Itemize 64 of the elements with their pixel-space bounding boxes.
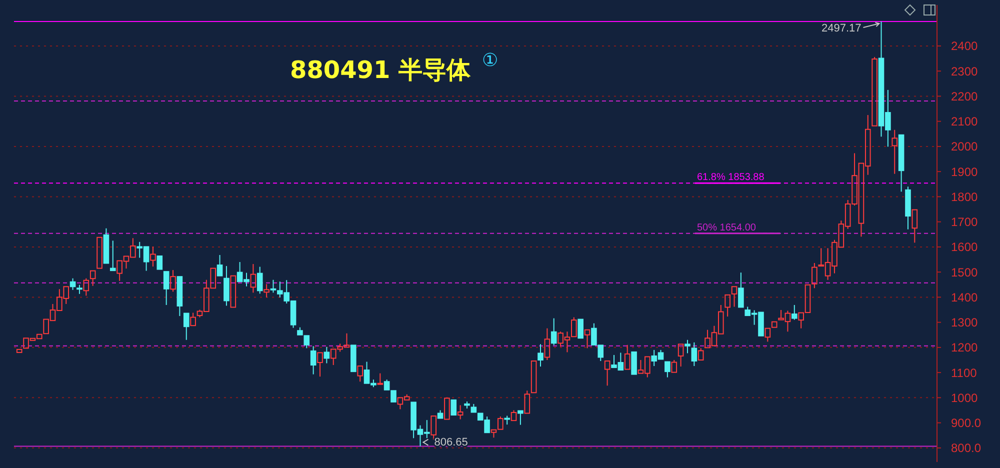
y-tick-label: 1000 (951, 390, 978, 405)
candlestick (578, 318, 584, 339)
candlestick (905, 186, 911, 230)
y-tick-label: 2400 (951, 39, 978, 54)
y-tick-label: 1200 (951, 340, 978, 355)
candlestick (216, 254, 223, 276)
candlestick (538, 344, 544, 368)
candlestick (230, 275, 236, 308)
candlestick (892, 129, 898, 174)
candlestick (16, 348, 22, 353)
y-tick-label: 2100 (951, 114, 978, 129)
candlestick (631, 351, 637, 375)
y-tick-label: 800.0 (951, 441, 982, 456)
candlestick (624, 344, 630, 370)
candlestick (664, 361, 670, 378)
y-tick-label: 2300 (951, 64, 978, 78)
candlestick (250, 264, 256, 294)
text: 880491 半导体 (290, 56, 472, 84)
candlestick (264, 284, 270, 298)
y-tick-label: 1600 (951, 240, 978, 254)
annotation: 2497.17 (821, 22, 862, 35)
candlestick (163, 271, 170, 306)
candlestick (518, 410, 524, 426)
candlestick (771, 321, 778, 328)
y-tick-label: 1700 (951, 215, 978, 230)
candlestick (110, 240, 116, 272)
candlestick (350, 344, 356, 372)
candlestick (90, 270, 96, 286)
candlestick (530, 360, 537, 394)
candlestick (544, 328, 550, 360)
y-tick-label: 2200 (951, 89, 978, 104)
candlestick (310, 346, 316, 375)
y-tick-label: 1300 (951, 316, 978, 330)
annotation: ① (482, 50, 498, 70)
candlestick (724, 294, 730, 318)
candlestick (317, 352, 323, 378)
y-tick-label: 2000 (951, 140, 978, 154)
ref-line-label: 61.8% 1853.88 (697, 172, 765, 184)
y-tick-label: 1800 (951, 190, 978, 204)
y-tick-label: 1500 (951, 265, 978, 280)
annotation: 806.65 (434, 436, 468, 448)
candlestick (584, 329, 590, 349)
candlestick (450, 399, 457, 416)
candlestick (377, 372, 384, 385)
candlestick (156, 255, 163, 270)
candlestick (604, 360, 610, 386)
candlestick (96, 236, 102, 269)
y-tick-label: 900.0 (951, 416, 982, 430)
candlestick (731, 286, 738, 308)
ref-line-label: 50% 1654.00 (697, 222, 756, 234)
y-tick-label: 1100 (951, 366, 978, 380)
candlestick (738, 272, 744, 308)
candlestick (224, 266, 230, 306)
y-tick-label: 1900 (951, 164, 978, 179)
candlestick (103, 228, 110, 264)
candlestick (912, 209, 918, 244)
candlestick (176, 276, 183, 317)
y-tick-label: 1400 (951, 290, 978, 304)
candlestick (678, 344, 684, 368)
candlestick (183, 312, 190, 340)
candlestick (457, 404, 464, 420)
candlestick (898, 134, 904, 192)
candlestick (444, 398, 450, 420)
candlestick (437, 410, 444, 419)
